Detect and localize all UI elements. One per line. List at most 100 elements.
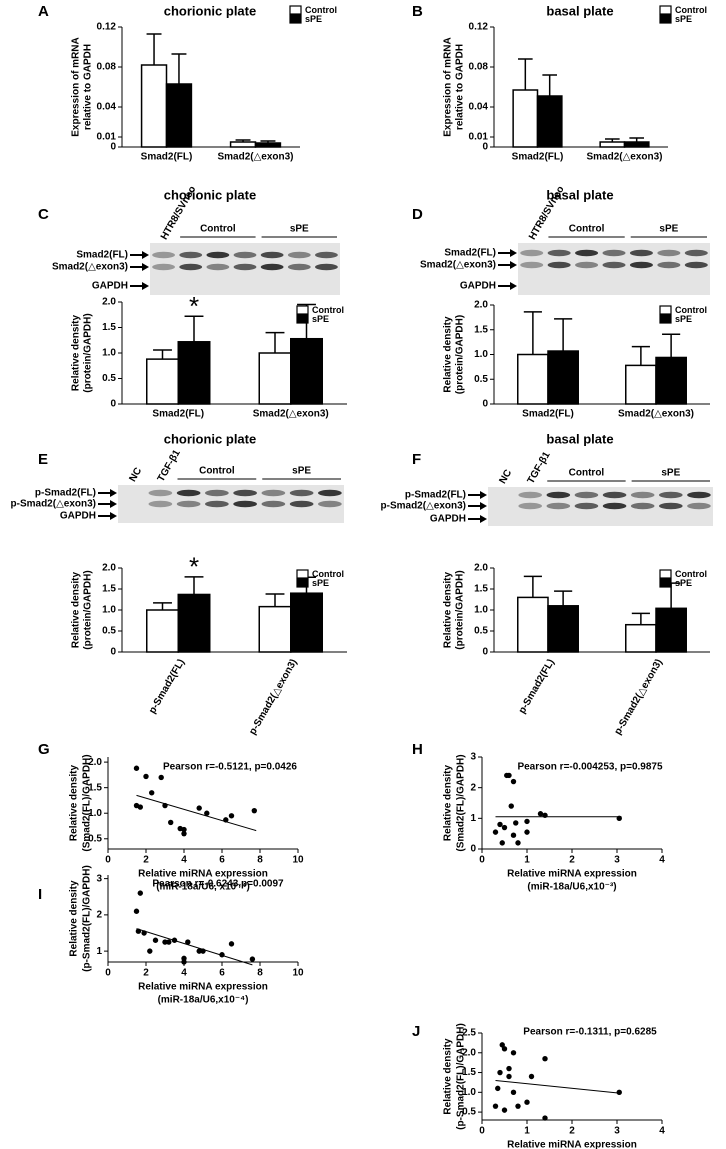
data-point — [196, 805, 202, 811]
arrow-head — [110, 489, 117, 497]
x-tick-label: 4 — [659, 1126, 665, 1137]
y-tick-label: 2.0 — [88, 757, 102, 768]
blot-band — [205, 500, 229, 508]
y-tick-label: 0.04 — [469, 102, 489, 113]
y-axis-label: Relative density — [443, 1038, 454, 1115]
legend-swatch — [659, 14, 672, 24]
data-point — [506, 772, 512, 779]
x-tick-label: 2 — [143, 968, 149, 979]
blot-band — [657, 261, 681, 269]
y-tick-label: 2.0 — [474, 563, 488, 574]
data-point — [542, 1056, 548, 1062]
data-point — [181, 826, 187, 833]
arrow-head — [110, 500, 117, 508]
y-axis-label: Relative density — [443, 764, 454, 841]
y-tick-label: 0 — [482, 647, 488, 658]
legend-swatch — [659, 578, 672, 588]
panel-letter: B — [412, 3, 423, 20]
x-tick-label: 4 — [659, 855, 665, 866]
y-tick-label: 0.5 — [88, 833, 102, 844]
data-point — [508, 803, 514, 809]
legend-label: Control — [305, 5, 337, 15]
legend-label: Control — [312, 305, 344, 315]
blot-band — [518, 502, 542, 510]
y-tick-label: 0.5 — [102, 373, 116, 384]
y-axis-label: (protein/GAPDH) — [455, 315, 466, 394]
blot-band — [233, 500, 257, 508]
bar — [625, 623, 657, 653]
bar — [258, 605, 292, 653]
y-tick-label: 0.12 — [469, 22, 489, 33]
data-point — [506, 1073, 512, 1080]
y-tick-label: 2.0 — [102, 297, 116, 308]
arrow-head — [510, 249, 517, 257]
blot-band — [148, 489, 173, 497]
blot-band — [575, 261, 599, 269]
data-point — [141, 930, 147, 936]
fit-line — [136, 928, 253, 966]
blot-band — [206, 251, 230, 259]
y-axis-label: Relative density — [71, 571, 82, 648]
data-point — [133, 908, 140, 914]
y-tick-label: 0.08 — [469, 62, 489, 73]
blot-band — [260, 251, 284, 259]
legend-label: sPE — [675, 578, 692, 588]
panel-letter: I — [38, 886, 42, 903]
data-point — [510, 778, 517, 785]
legend-label: Control — [675, 5, 707, 15]
panel-title: basal plate — [546, 187, 613, 202]
x-tick-label: Smad2(△exon3) — [586, 152, 662, 163]
blot-band — [318, 500, 342, 508]
blot-band — [687, 502, 711, 510]
blot-band — [206, 263, 230, 271]
bar — [290, 592, 323, 653]
panel-title: chorionic plate — [164, 3, 256, 18]
y-axis-label: Relative density — [69, 764, 80, 841]
x-tick-label: 10 — [292, 855, 304, 866]
data-point — [524, 1099, 530, 1105]
y-axis-label: (Smad2(FL)/GAPDH) — [456, 754, 467, 851]
data-point — [158, 774, 164, 781]
x-tick-label: 6 — [219, 968, 225, 979]
blot-band — [289, 489, 314, 497]
data-point — [171, 937, 178, 943]
y-axis-label: (protein/GAPDH) — [83, 570, 94, 649]
data-point — [185, 939, 191, 945]
data-point — [515, 840, 521, 846]
legend-label: Control — [312, 569, 344, 579]
y-tick-label: 1 — [470, 813, 476, 824]
blot-band — [289, 500, 314, 508]
data-point — [196, 948, 202, 954]
y-tick-label: 1.0 — [102, 348, 116, 359]
y-tick-label: 0 — [470, 844, 476, 855]
data-point — [501, 1107, 508, 1113]
fit-line — [495, 1079, 620, 1094]
y-tick-label: 2 — [470, 782, 476, 793]
x-tick-label: Smad2(FL) — [141, 152, 193, 163]
y-tick-label: 2.0 — [102, 563, 116, 574]
y-tick-label: 0 — [110, 142, 116, 153]
data-point — [501, 1046, 508, 1052]
arrow-head — [110, 512, 117, 520]
x-axis-label: Relative miRNA expression — [507, 1140, 637, 1149]
y-tick-label: 2 — [96, 910, 102, 921]
y-tick-label: 0.01 — [97, 132, 117, 143]
blot-band — [176, 489, 201, 497]
y-axis-label: Relative density — [69, 880, 80, 957]
blot-group-label: Control — [569, 224, 605, 235]
blot-band — [179, 263, 203, 271]
blot-band — [546, 502, 571, 510]
blot-row-label: p-Smad2(FL) — [405, 490, 466, 501]
panel-letter: E — [38, 451, 48, 468]
x-axis-label: Relative miRNA expression — [138, 869, 268, 880]
y-tick-label: 1.5 — [474, 584, 488, 595]
data-point — [497, 1069, 503, 1076]
x-axis-label: Relative miRNA expression — [138, 982, 268, 993]
x-tick-label: 8 — [257, 855, 263, 866]
legend-swatch — [289, 5, 302, 15]
y-tick-label: 0.5 — [102, 626, 116, 637]
blot-band — [318, 489, 342, 497]
y-axis-label: (protein/GAPDH) — [83, 313, 94, 392]
data-point — [524, 829, 530, 835]
data-point — [542, 1115, 548, 1121]
